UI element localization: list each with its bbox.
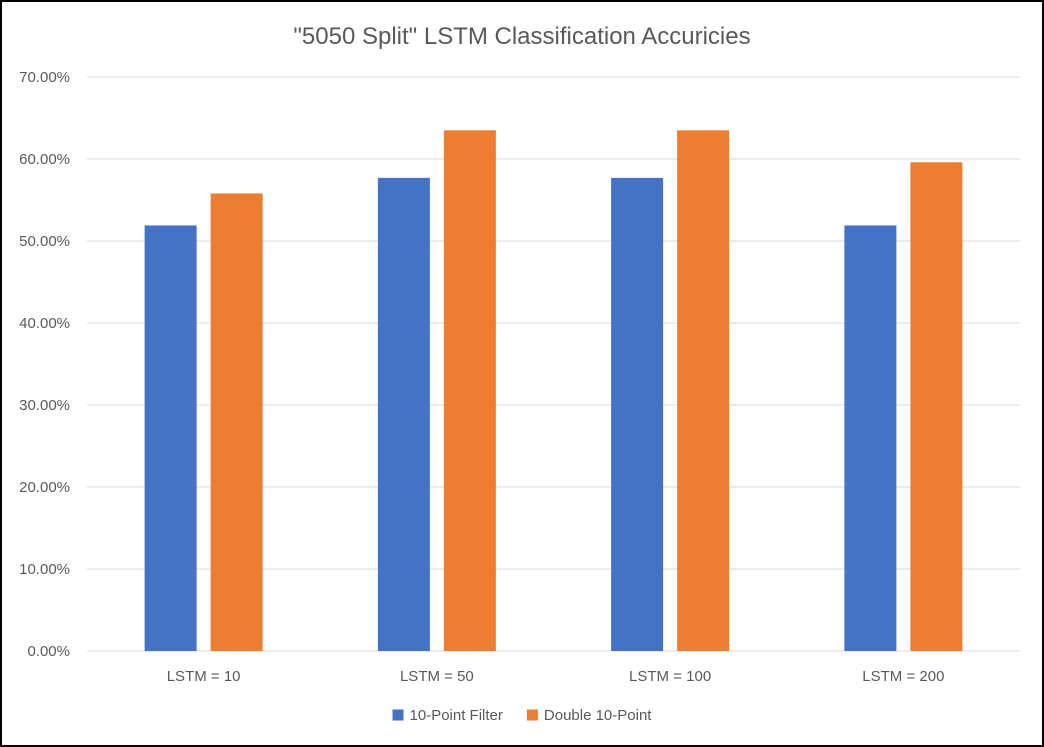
y-tick-label: 70.00% [19,69,70,86]
chart-title: "5050 Split" LSTM Classification Accuric… [293,23,750,50]
x-tick-label: LSTM = 100 [629,668,711,685]
legend: 10-Point Filter Double 10-Point [392,707,652,724]
bar-series-2 [677,130,730,652]
bars [144,130,963,652]
legend-swatch [392,709,404,721]
x-tick-label: LSTM = 10 [167,668,241,685]
x-axis-tick-labels: LSTM = 10 LSTM = 50 LSTM = 100 LSTM = 200 [167,668,945,685]
legend-label: Double 10-Point [544,707,652,724]
y-tick-label: 10.00% [19,561,70,578]
y-tick-label: 50.00% [19,233,70,250]
bar-series-1 [611,177,664,652]
y-axis-tick-labels: 0.00% 10.00% 20.00% 30.00% 40.00% 50.00% 60.00… [19,69,70,660]
y-tick-label: 20.00% [19,479,70,496]
bar-series-1 [144,225,197,652]
x-tick-label: LSTM = 50 [400,668,474,685]
bar-series-1 [377,177,430,652]
bar-series-2 [210,193,263,651]
y-tick-label: 30.00% [19,397,70,414]
y-tick-label: 40.00% [19,315,70,332]
y-tick-label: 60.00% [19,151,70,168]
bar-series-2 [443,130,496,652]
bar-series-1 [844,225,897,652]
bar-series-2 [910,162,963,651]
legend-label: 10-Point Filter [410,707,503,724]
y-tick-label: 0.00% [27,643,70,660]
x-tick-label: LSTM = 200 [862,668,944,685]
legend-swatch [526,709,538,721]
